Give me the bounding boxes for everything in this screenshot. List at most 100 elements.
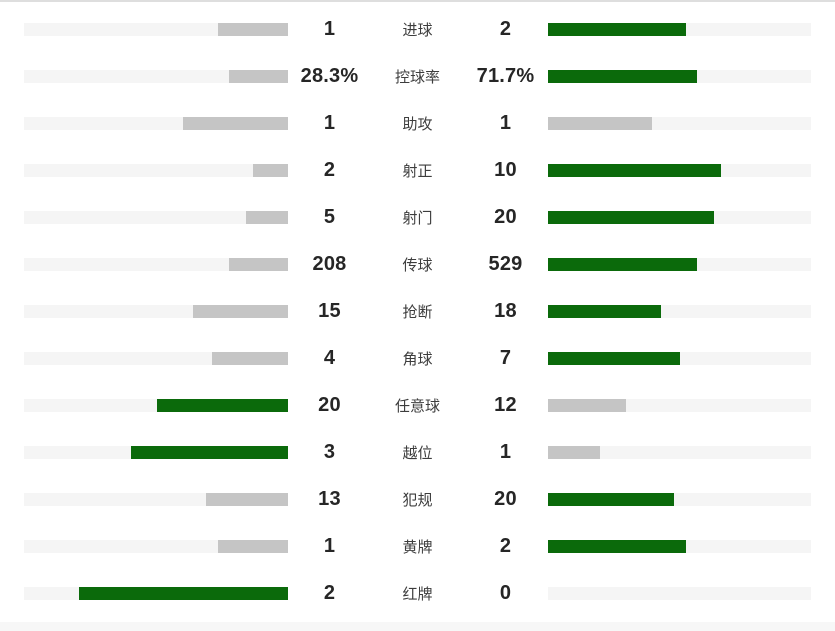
away-bar-fill <box>547 23 687 36</box>
home-bar-track <box>24 164 288 177</box>
away-bar-fill <box>547 70 697 83</box>
away-bar-fill <box>547 164 721 177</box>
home-bar-track <box>24 352 288 365</box>
stat-label: 进球 <box>402 22 433 39</box>
stat-row: 4 角球 7 <box>24 335 811 382</box>
away-bar-track <box>547 117 811 130</box>
home-bar-fill <box>211 352 288 365</box>
away-bar-fill <box>547 117 652 130</box>
home-bar-fill <box>131 446 288 459</box>
stat-row: 15 抢断 18 <box>24 288 811 335</box>
away-bar-fill <box>547 305 662 318</box>
home-bar-fill <box>79 587 288 600</box>
away-bar-track <box>547 446 811 459</box>
stat-row: 20 任意球 12 <box>24 382 811 429</box>
home-bar-track <box>24 540 288 553</box>
stat-label: 犯规 <box>402 492 433 509</box>
away-bar-track <box>547 164 811 177</box>
stat-row: 208 传球 529 <box>24 241 811 288</box>
home-bar-fill <box>157 399 288 412</box>
stat-label: 助攻 <box>402 116 433 133</box>
home-bar-fill <box>192 305 288 318</box>
stat-label: 角球 <box>402 351 433 368</box>
away-bar-fill <box>547 399 626 412</box>
away-bar-fill <box>547 211 715 224</box>
home-bar-fill <box>205 493 288 506</box>
away-bar-fill <box>547 493 674 506</box>
away-bar-track <box>547 399 811 412</box>
home-value: 28.3% <box>300 65 359 87</box>
home-bar-fill <box>218 23 288 36</box>
away-bar-track <box>547 258 811 271</box>
away-bar-track <box>547 70 811 83</box>
stat-row: 5 射门 20 <box>24 194 811 241</box>
away-value: 10 <box>494 159 517 181</box>
home-bar-track <box>24 70 288 83</box>
stat-row: 28.3% 控球率 71.7% <box>24 53 811 100</box>
home-bar-track <box>24 23 288 36</box>
stat-row: 1 助攻 1 <box>24 100 811 147</box>
away-value: 2 <box>499 535 512 557</box>
stat-label: 抢断 <box>402 304 433 321</box>
away-value: 2 <box>499 18 512 40</box>
home-bar-track <box>24 587 288 600</box>
home-value: 2 <box>323 582 336 604</box>
stat-row: 13 犯规 20 <box>24 476 811 523</box>
home-value: 1 <box>323 18 336 40</box>
away-bar-fill <box>547 352 680 365</box>
stat-row: 3 越位 1 <box>24 429 811 476</box>
home-value: 1 <box>323 535 336 557</box>
section-divider <box>0 622 835 631</box>
away-value: 20 <box>494 206 517 228</box>
home-value: 3 <box>323 441 336 463</box>
stat-label: 黄牌 <box>402 539 433 556</box>
home-bar-fill <box>245 211 288 224</box>
stat-row: 1 进球 2 <box>24 6 811 53</box>
stat-label: 传球 <box>402 257 433 274</box>
stat-row: 1 黄牌 2 <box>24 523 811 570</box>
away-bar-track <box>547 352 811 365</box>
away-value: 12 <box>494 394 517 416</box>
stat-row: 2 射正 10 <box>24 147 811 194</box>
stat-label: 越位 <box>402 445 433 462</box>
away-bar-track <box>547 211 811 224</box>
home-value: 5 <box>323 206 336 228</box>
away-value: 18 <box>494 300 517 322</box>
away-value: 71.7% <box>476 65 535 87</box>
stat-row: 2 红牌 0 <box>24 570 811 617</box>
away-bar-track <box>547 540 811 553</box>
away-value: 7 <box>499 347 512 369</box>
away-value: 1 <box>499 441 512 463</box>
stat-label: 红牌 <box>402 586 433 603</box>
home-value: 208 <box>312 253 347 275</box>
stats-rows: 1 进球 2 28.3% 控球率 71.7% 1 助攻 1 2 射正 <box>0 2 835 617</box>
away-value: 0 <box>499 582 512 604</box>
away-bar-track <box>547 587 811 600</box>
away-bar-track <box>547 493 811 506</box>
home-value: 13 <box>318 488 341 510</box>
home-bar-track <box>24 399 288 412</box>
away-bar-fill <box>547 540 687 553</box>
away-bar-track <box>547 23 811 36</box>
stat-label: 任意球 <box>394 398 440 415</box>
home-value: 20 <box>318 394 341 416</box>
away-value: 529 <box>488 253 523 275</box>
away-bar-track <box>547 305 811 318</box>
home-bar-fill <box>183 117 288 130</box>
home-bar-track <box>24 493 288 506</box>
home-bar-track <box>24 446 288 459</box>
stat-label: 射门 <box>402 210 433 227</box>
home-bar-fill <box>228 258 288 271</box>
stat-label: 射正 <box>402 163 433 180</box>
home-bar-fill <box>252 164 288 177</box>
home-value: 2 <box>323 159 336 181</box>
away-value: 1 <box>499 112 512 134</box>
stat-label: 控球率 <box>394 69 440 86</box>
home-value: 1 <box>323 112 336 134</box>
home-bar-track <box>24 305 288 318</box>
home-bar-track <box>24 117 288 130</box>
home-bar-track <box>24 211 288 224</box>
home-bar-track <box>24 258 288 271</box>
away-bar-fill <box>547 258 697 271</box>
